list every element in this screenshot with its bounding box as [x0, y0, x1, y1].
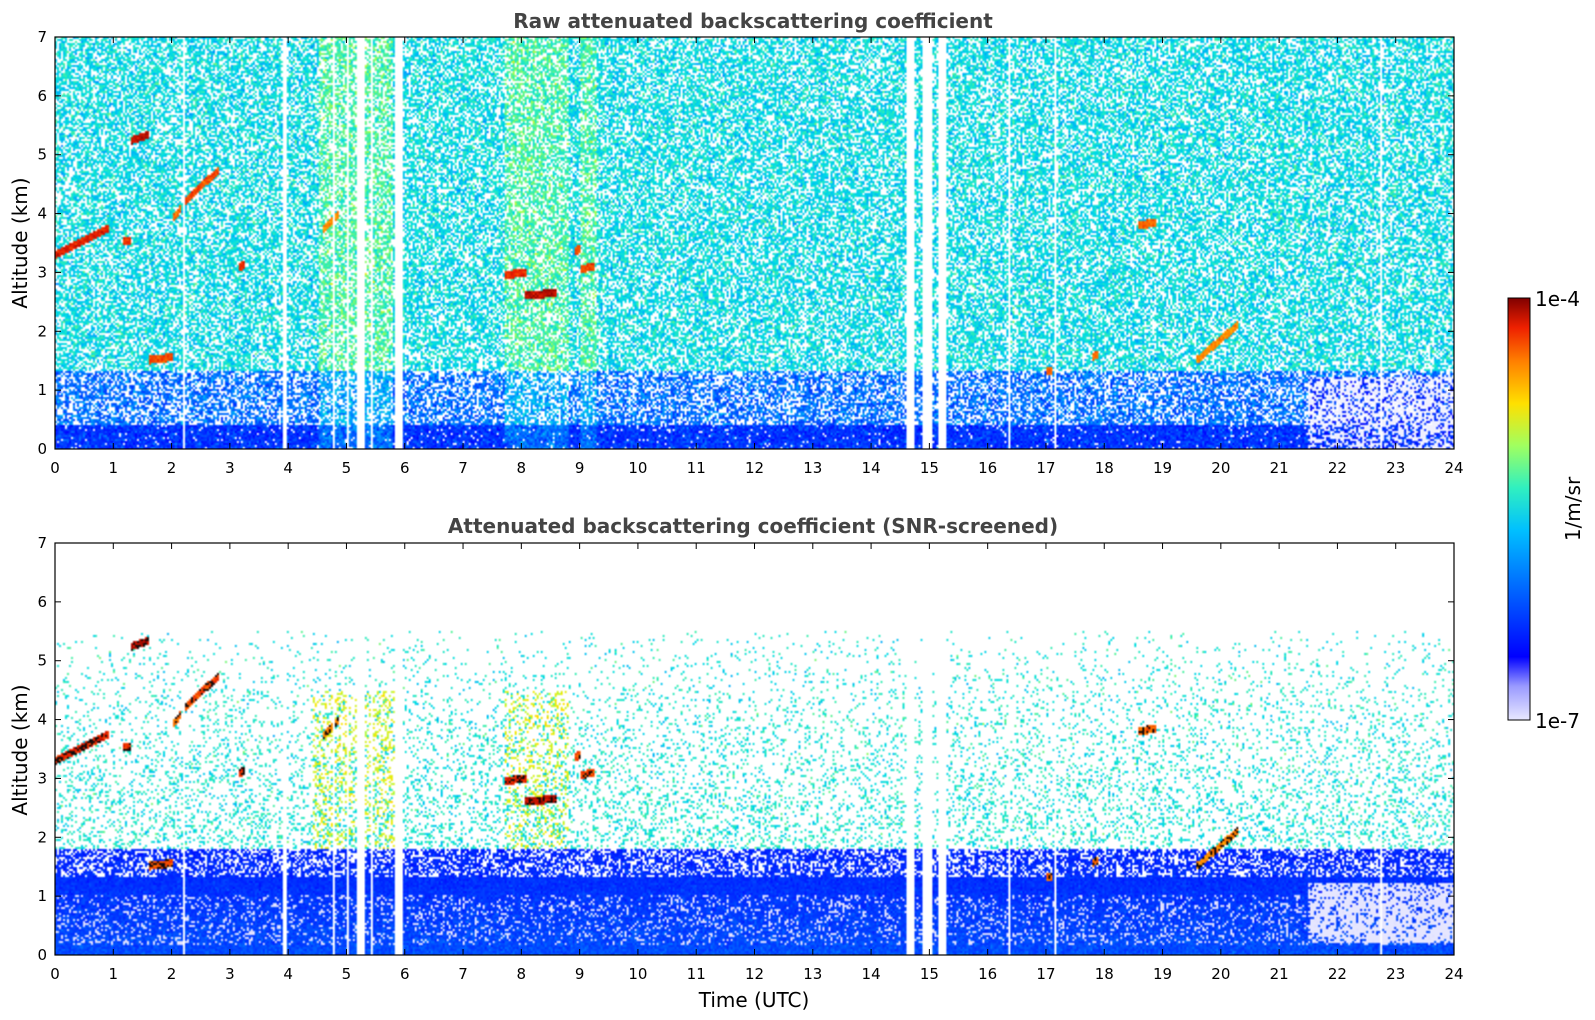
- x-tick-label: 24: [1444, 965, 1463, 983]
- x-tick-label: 17: [1036, 965, 1055, 983]
- x-tick-label: 19: [1153, 965, 1172, 983]
- y-tick-label: 0: [37, 946, 47, 964]
- x-tick-label: 9: [575, 459, 585, 477]
- chart-title: Raw attenuated backscattering coefficien…: [513, 9, 993, 33]
- x-tick-label: 7: [458, 459, 468, 477]
- x-tick-label: 12: [745, 965, 764, 983]
- x-tick-label: 1: [109, 459, 119, 477]
- x-tick-label: 13: [803, 965, 822, 983]
- y-axis-label: Altitude (km): [8, 684, 32, 815]
- x-tick-label: 9: [575, 965, 585, 983]
- x-tick-label: 8: [517, 965, 527, 983]
- x-tick-label: 4: [283, 459, 293, 477]
- x-tick-label: 23: [1386, 965, 1405, 983]
- x-tick-label: 2: [167, 459, 177, 477]
- colorbar: 1e-4 1e-7 1/m/sr: [1507, 287, 1585, 733]
- y-tick-label: 6: [37, 593, 47, 611]
- x-tick-label: 12: [745, 459, 764, 477]
- x-tick-label: 10: [628, 459, 647, 477]
- colorbar-unit-label: 1/m/sr: [1561, 476, 1585, 541]
- x-tick-label: 20: [1211, 965, 1230, 983]
- x-tick-label: 1: [109, 965, 119, 983]
- chart-title: Attenuated backscattering coefficient (S…: [448, 514, 1058, 538]
- x-tick-label: 15: [920, 459, 939, 477]
- x-tick-label: 20: [1211, 459, 1230, 477]
- y-tick-label: 7: [37, 534, 47, 552]
- y-tick-label: 5: [37, 146, 47, 164]
- y-tick-label: 7: [37, 28, 47, 46]
- y-tick-label: 2: [37, 322, 47, 340]
- x-tick-label: 17: [1036, 459, 1055, 477]
- heatmap-image: [55, 543, 1454, 955]
- x-tick-label: 14: [862, 965, 881, 983]
- heatmap-image: [55, 37, 1454, 449]
- colorbar-gradient: [1507, 297, 1531, 721]
- x-tick-label: 11: [687, 459, 706, 477]
- x-tick-label: 24: [1444, 459, 1463, 477]
- x-tick-label: 7: [458, 965, 468, 983]
- x-tick-label: 23: [1386, 459, 1405, 477]
- x-tick-label: 18: [1095, 965, 1114, 983]
- y-tick-label: 4: [37, 205, 47, 223]
- y-tick-label: 3: [37, 263, 47, 281]
- x-tick-label: 21: [1270, 459, 1289, 477]
- x-tick-label: 6: [400, 965, 410, 983]
- y-tick-label: 4: [37, 711, 47, 729]
- x-tick-label: 13: [803, 459, 822, 477]
- x-tick-label: 4: [283, 965, 293, 983]
- y-tick-label: 1: [37, 887, 47, 905]
- x-tick-label: 3: [225, 965, 235, 983]
- x-tick-label: 8: [517, 459, 527, 477]
- x-tick-label: 18: [1095, 459, 1114, 477]
- y-tick-label: 6: [37, 87, 47, 105]
- x-tick-label: 5: [342, 459, 352, 477]
- snr-screened-panel: Attenuated backscattering coefficient (S…: [8, 514, 1464, 1012]
- x-tick-label: 14: [862, 459, 881, 477]
- x-tick-label: 5: [342, 965, 352, 983]
- x-tick-label: 19: [1153, 459, 1172, 477]
- x-tick-label: 16: [978, 459, 997, 477]
- x-tick-label: 3: [225, 459, 235, 477]
- x-axis-label: Time (UTC): [698, 988, 810, 1012]
- y-axis-label: Altitude (km): [8, 177, 32, 308]
- x-tick-label: 16: [978, 965, 997, 983]
- x-tick-label: 2: [167, 965, 177, 983]
- x-tick-label: 10: [628, 965, 647, 983]
- y-tick-label: 2: [37, 828, 47, 846]
- y-tick-label: 3: [37, 769, 47, 787]
- x-tick-label: 11: [687, 965, 706, 983]
- x-tick-label: 22: [1328, 965, 1347, 983]
- x-tick-label: 22: [1328, 459, 1347, 477]
- colorbar-max-label: 1e-4: [1535, 287, 1580, 311]
- y-tick-label: 0: [37, 440, 47, 458]
- y-tick-label: 5: [37, 652, 47, 670]
- colorbar-min-label: 1e-7: [1535, 709, 1580, 733]
- y-tick-label: 1: [37, 381, 47, 399]
- x-tick-label: 0: [50, 459, 60, 477]
- x-tick-label: 0: [50, 965, 60, 983]
- x-tick-label: 15: [920, 965, 939, 983]
- x-tick-label: 21: [1270, 965, 1289, 983]
- x-tick-label: 6: [400, 459, 410, 477]
- raw-backscatter-panel: Raw attenuated backscattering coefficien…: [8, 9, 1464, 477]
